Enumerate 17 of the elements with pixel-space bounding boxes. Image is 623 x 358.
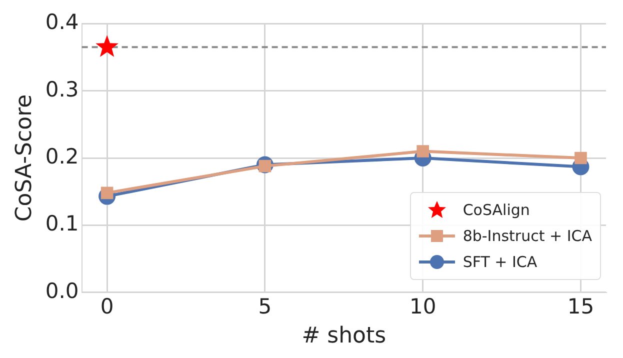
legend-label: SFT + ICA <box>462 253 538 271</box>
point <box>416 145 429 158</box>
x-tick-label: 10 <box>409 294 436 318</box>
point <box>574 152 587 164</box>
y-tick-label: 0.4 <box>45 10 79 34</box>
x-tick-label: 15 <box>567 294 594 318</box>
legend-label: 8b-Instruct + ICA <box>462 227 592 245</box>
x-tick-label: 0 <box>100 294 114 318</box>
y-tick-label: 0.0 <box>45 278 79 303</box>
x-tick-label: 5 <box>258 294 272 318</box>
legend-label: CoSAlign <box>462 201 530 219</box>
y-tick-label: 0.2 <box>45 144 79 168</box>
y-tick-label: 0.3 <box>45 77 79 102</box>
x-axis-title: # shots <box>302 324 386 349</box>
point <box>96 35 118 57</box>
y-tick-label: 0.1 <box>45 212 79 236</box>
y-axis-title: CoSA-Score <box>12 94 37 222</box>
